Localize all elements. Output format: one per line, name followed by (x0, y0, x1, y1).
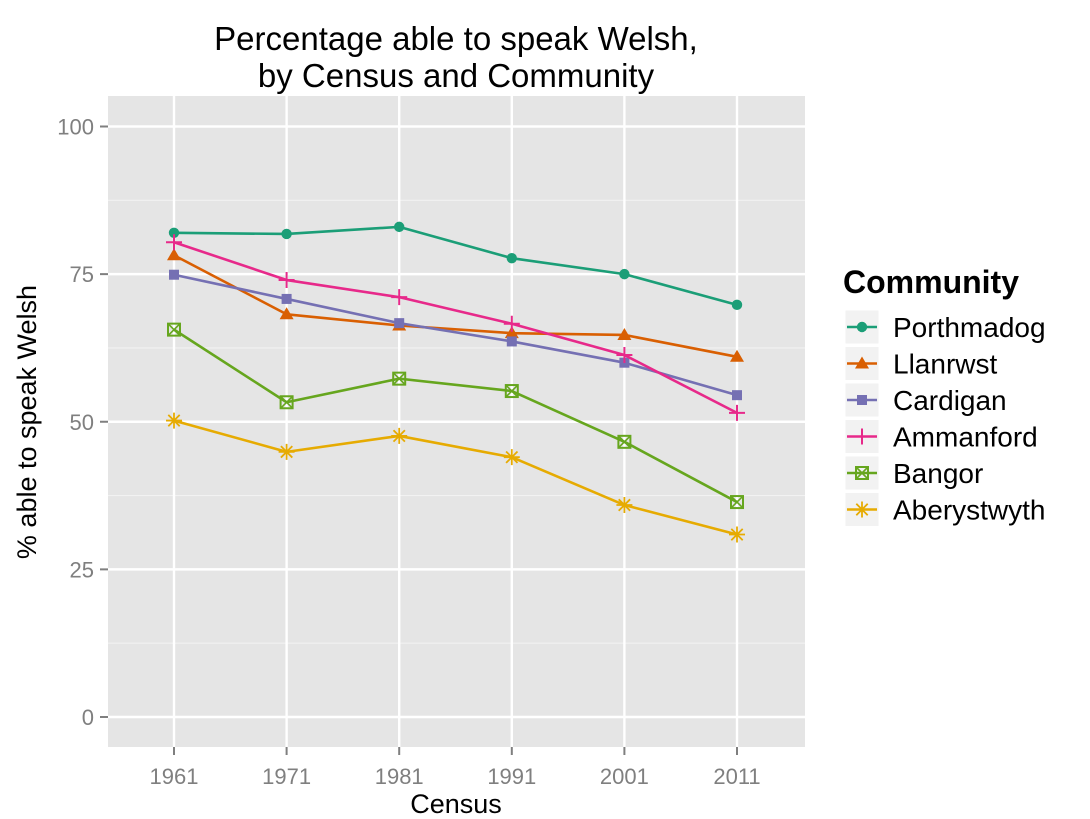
legend-label-aberystwyth: Aberystwyth (893, 495, 1046, 526)
legend-item-aberystwyth: Aberystwyth (844, 492, 1046, 527)
data-point-porthmadog (731, 299, 743, 311)
data-point-cardigan (732, 390, 742, 401)
data-point-aberystwyth (616, 497, 633, 514)
series-aberystwyth (166, 412, 745, 543)
data-point-bangor (279, 395, 294, 410)
legend-item-cardigan: Cardigan (844, 382, 1007, 418)
data-point-cardigan (394, 318, 405, 329)
series-llanrwst (167, 248, 744, 362)
legend-marker-ammanford (854, 428, 870, 445)
legend-marker-cardigan (857, 395, 867, 405)
legend-title: Community (843, 264, 1019, 300)
series-ammanford (166, 234, 745, 421)
data-point-aberystwyth (278, 443, 295, 460)
series-line-llanrwst (173, 254, 738, 359)
legend-label-llanrwst: Llanrwst (893, 349, 997, 380)
y-tick-label: 75 (70, 262, 94, 287)
data-point-porthmadog (281, 228, 292, 240)
data-point-ammanford (166, 234, 182, 251)
y-axis-title: % able to speak Welsh (12, 285, 42, 559)
series-line-aberystwyth (173, 419, 738, 536)
x-axis-title: Census (410, 789, 502, 819)
series-line-cardigan (173, 273, 738, 397)
y-tick-label: 100 (57, 115, 94, 140)
data-point-bangor (167, 322, 181, 337)
data-point-aberystwyth (391, 427, 408, 444)
legend-item-ammanford: Ammanford (844, 419, 1038, 454)
legend-item-porthmadog: Porthmadog (844, 309, 1046, 345)
legend: Porthmadog Llanrwst Cardigan Ammanford Bango… (844, 309, 1046, 527)
x-tick-label: 1971 (262, 764, 311, 789)
data-point-ammanford (391, 289, 408, 306)
series-layer (166, 221, 745, 543)
data-point-porthmadog (619, 268, 630, 280)
series-line-porthmadog (173, 225, 738, 307)
data-point-porthmadog (168, 227, 180, 238)
x-tick-label: 1981 (375, 764, 424, 789)
legend-item-bangor: Bangor (844, 455, 983, 491)
data-point-ammanford (729, 404, 745, 421)
data-point-porthmadog (506, 252, 517, 264)
data-point-cardigan (506, 336, 517, 347)
series-bangor (167, 322, 744, 510)
data-point-aberystwyth (166, 412, 182, 429)
series-line-ammanford (173, 241, 738, 415)
y-tick-label: 50 (70, 410, 94, 435)
x-tick-label: 1961 (150, 764, 199, 789)
data-point-bangor (392, 371, 407, 386)
data-point-cardigan (169, 269, 179, 280)
chart-title-line-2: by Census and Community (258, 57, 655, 94)
legend-marker-bangor (855, 466, 869, 480)
x-tick-label: 2011 (713, 764, 760, 789)
y-tick-label: 0 (82, 705, 94, 730)
data-point-bangor (504, 384, 519, 399)
x-tick-label: 1991 (487, 764, 536, 789)
data-point-llanrwst (167, 248, 181, 261)
data-point-llanrwst (730, 349, 744, 362)
chart-title-line-1: Percentage able to speak Welsh, (214, 20, 698, 57)
legend-label-bangor: Bangor (893, 458, 983, 489)
x-tick-label: 2001 (600, 764, 649, 789)
x-axis-ticks: 1961 1971 1981 1991 2001 2011 (150, 747, 761, 789)
data-point-ammanford (503, 315, 520, 332)
data-point-ammanford (616, 347, 633, 364)
data-point-bangor (730, 495, 744, 510)
data-point-llanrwst (279, 307, 294, 320)
y-axis-ticks: 0 25 50 75 100 (57, 115, 108, 730)
data-point-bangor (617, 434, 632, 449)
y-tick-label: 25 (70, 557, 94, 582)
series-porthmadog (168, 221, 743, 311)
data-point-ammanford (278, 272, 295, 289)
data-point-llanrwst (504, 326, 519, 339)
legend-marker-llanrwst (855, 356, 869, 369)
legend-item-llanrwst: Llanrwst (844, 346, 997, 381)
legend-label-ammanford: Ammanford (893, 422, 1038, 453)
legend-marker-porthmadog (856, 321, 868, 333)
data-point-porthmadog (394, 221, 405, 233)
legend-label-porthmadog: Porthmadog (893, 312, 1046, 343)
legend-marker-aberystwyth (854, 501, 870, 518)
series-line-bangor (173, 328, 738, 504)
data-point-aberystwyth (729, 526, 745, 543)
data-point-aberystwyth (503, 449, 520, 466)
data-point-llanrwst (617, 327, 632, 340)
legend-label-cardigan: Cardigan (893, 385, 1007, 416)
data-point-cardigan (281, 293, 292, 304)
